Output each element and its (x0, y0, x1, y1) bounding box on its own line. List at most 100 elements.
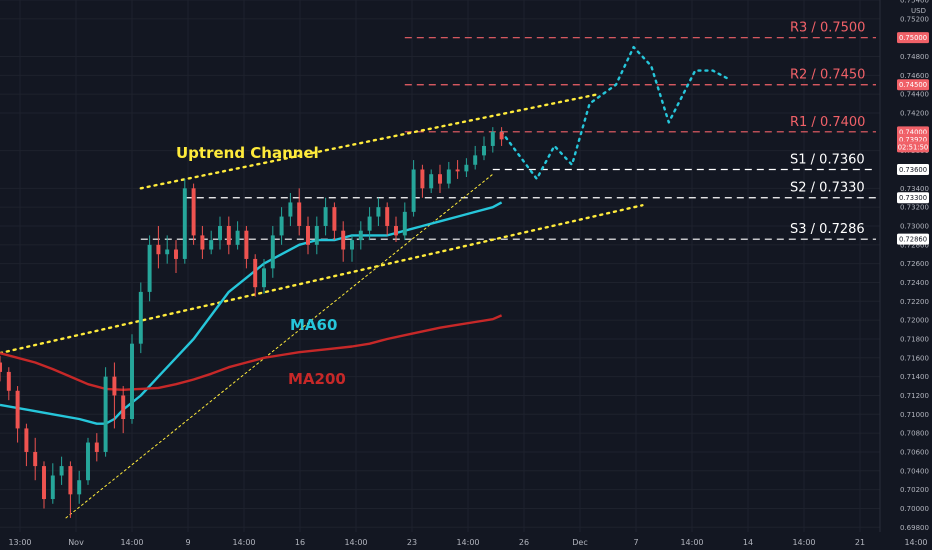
candle-body (270, 235, 275, 269)
y-tick-label: 0.73000 (900, 222, 929, 230)
candle-body (358, 230, 363, 241)
x-tick-label: 16 (295, 538, 305, 547)
price-axis[interactable]: USD0.754000.752000.748000.746000.744000.… (879, 0, 932, 550)
annotation-label: MA200 (288, 370, 346, 388)
trendline (139, 92, 600, 190)
candle-body (420, 169, 425, 189)
candle-body (482, 145, 486, 156)
level-label: R1 / 0.7400 (790, 115, 865, 130)
candle-body (209, 240, 214, 250)
series-line (0, 314, 503, 391)
x-tick-label: 21 (855, 538, 865, 547)
candle-body (394, 225, 398, 236)
candle-body (130, 343, 134, 420)
candle-body (6, 371, 11, 391)
y-tick-label: 0.72000 (900, 317, 929, 325)
candle-body (59, 466, 64, 476)
candle-body (464, 164, 469, 172)
y-tick-label: 0.70600 (900, 448, 929, 456)
candle-body (279, 216, 284, 236)
price-axis-panel (880, 0, 932, 550)
price-badge-label: 0.73300 (899, 194, 927, 202)
x-tick-label: 14 (743, 538, 753, 547)
candle-body (490, 131, 495, 146)
time-axis-panel (0, 532, 932, 550)
candle-body (262, 268, 266, 288)
candle-body (314, 225, 319, 245)
y-tick-label: 0.75400 (900, 0, 929, 5)
annotation-label: MA60 (290, 316, 337, 334)
y-tick-label: 0.74600 (900, 72, 929, 80)
y-tick-label: 0.74400 (900, 91, 929, 99)
y-tick-label: 0.72600 (900, 260, 929, 268)
candle-body (156, 244, 161, 255)
x-tick-label: 14:00 (456, 538, 479, 547)
time-axis[interactable]: 13:00 Nov 14:00 9 14:00 16 14:00 23 14:00 26 Dec 7 1… (0, 532, 932, 550)
candle-body (244, 230, 249, 259)
grid-lines (0, 0, 917, 532)
x-tick-label: Nov (68, 538, 84, 547)
level-label: S3 / 0.7286 (790, 222, 865, 237)
x-tick-label: 14:00 (680, 538, 703, 547)
candle-body (42, 466, 46, 500)
price-badge-label: 0.74500 (899, 81, 927, 89)
price-badge (897, 163, 929, 175)
candle-body (121, 395, 126, 420)
y-tick-label: 0.73200 (900, 204, 929, 212)
annotations: Uptrend Channel MA60 MA200 (176, 144, 346, 388)
candle-body (438, 174, 442, 184)
x-tick-label: 9 (185, 538, 190, 547)
price-badge (897, 32, 929, 44)
price-badge (897, 233, 929, 245)
candle-body (402, 211, 407, 236)
y-tick-label: 0.70000 (900, 505, 929, 513)
y-tick-label: 0.69800 (900, 524, 929, 532)
y-tick-label: 0.75200 (900, 15, 929, 23)
y-tick-label: 0.70400 (900, 467, 929, 475)
y-tick-label: 0.74200 (900, 109, 929, 117)
candle-body (200, 235, 205, 250)
annotation-label: Uptrend Channel (176, 144, 319, 162)
support-resistance-levels: R3 / 0.7500 R2 / 0.7450 R1 / 0.7400 S1 / 0.… (140, 21, 876, 240)
candle-body (112, 376, 117, 396)
candle-body (429, 174, 434, 189)
candle-body (86, 442, 90, 481)
x-tick-label: 7 (633, 538, 638, 547)
candle-body (385, 207, 390, 226)
candle-body (350, 240, 354, 250)
candle-body (68, 466, 73, 495)
price-badge-label: 0.73920 (899, 136, 927, 144)
price-badge-label: 0.72860 (899, 236, 927, 244)
price-badge (897, 141, 929, 153)
series-line (0, 201, 503, 425)
candle-body (50, 475, 55, 500)
candle-body (33, 451, 38, 467)
x-tick-label: Dec (572, 538, 587, 547)
candle-body (499, 131, 504, 140)
price-badge (897, 192, 929, 204)
candle-body (332, 207, 337, 231)
y-tick-label: 0.71800 (900, 335, 929, 343)
candle-body (376, 207, 381, 217)
candle-body (103, 376, 108, 452)
candle-body (323, 207, 328, 226)
x-tick-label: 14:00 (792, 538, 815, 547)
price-badge-label: 02:51:50 (898, 143, 929, 151)
candlesticks (0, 127, 504, 518)
price-badge-label: 0.73600 (899, 166, 927, 174)
level-label: R2 / 0.7450 (790, 68, 865, 83)
candle-body (288, 202, 293, 217)
price-badge-label: 0.75000 (899, 34, 927, 42)
candle-body (411, 169, 416, 212)
candle-body (0, 362, 2, 372)
candle-body (218, 225, 222, 241)
candle-body (191, 188, 196, 236)
x-tick-label: 14:00 (904, 538, 927, 547)
y-tick-label: 0.71200 (900, 392, 929, 400)
level-label: S1 / 0.7360 (790, 152, 865, 167)
candle-body (138, 291, 143, 344)
trendlines (0, 92, 644, 519)
candle-body (94, 442, 99, 452)
series-line (500, 45, 732, 181)
